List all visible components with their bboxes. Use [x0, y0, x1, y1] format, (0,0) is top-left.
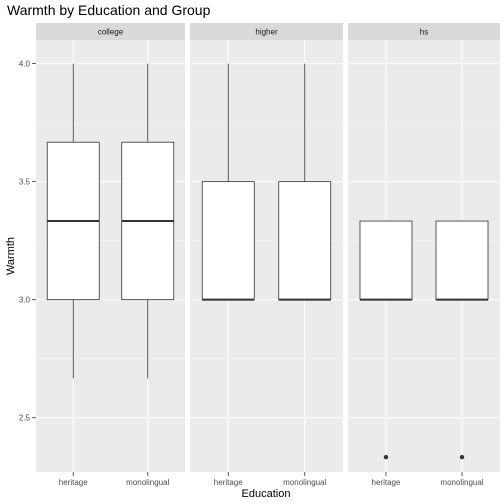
- x-tick-label: monolingual: [126, 478, 169, 487]
- facet-panel-higher: higher heritage monolingual: [190, 23, 343, 487]
- facet-strip: [190, 23, 343, 40]
- x-tick-label: heritage: [59, 478, 88, 487]
- box-college-monolingual: [121, 63, 175, 379]
- y-axis: 2.5 3.0 3.5 4.0: [19, 60, 36, 423]
- box-college-heritage: [46, 63, 100, 379]
- facets: college heritage monolingual higher heritage…: [36, 23, 500, 487]
- x-tick-label: heritage: [372, 478, 401, 487]
- chart-title: Warmth by Education and Group: [7, 2, 211, 18]
- x-tick-label: monolingual: [440, 478, 483, 487]
- y-tick-label: 3.0: [19, 296, 31, 305]
- x-tick-label: heritage: [214, 478, 243, 487]
- y-tick-label: 3.5: [19, 178, 31, 187]
- facet-strip-label: higher: [255, 28, 278, 37]
- x-tick-label: monolingual: [283, 478, 326, 487]
- box-hs-monolingual: [435, 220, 489, 460]
- y-axis-title: Warmth: [5, 237, 17, 275]
- box-higher-heritage: [201, 63, 255, 301]
- facet-strip-label: hs: [420, 28, 428, 37]
- box-iqr: [435, 220, 489, 301]
- facet-strip: [36, 23, 185, 40]
- box-iqr: [201, 181, 255, 301]
- y-tick-label: 2.5: [19, 414, 31, 423]
- box-higher-monolingual: [278, 63, 332, 301]
- facet-strip: [348, 23, 500, 40]
- outlier-point: [383, 454, 389, 460]
- x-axis-title: Education: [242, 488, 291, 500]
- box-hs-heritage: [359, 220, 413, 460]
- box-iqr: [359, 220, 413, 301]
- box-iqr: [278, 181, 332, 301]
- y-tick-label: 4.0: [19, 60, 31, 69]
- facet-strip-label: college: [98, 28, 124, 37]
- outlier-point: [459, 454, 465, 460]
- facet-panel-hs: hs heritage monolingual: [348, 23, 500, 487]
- facet-panel-college: college heritage monolingual: [36, 23, 185, 487]
